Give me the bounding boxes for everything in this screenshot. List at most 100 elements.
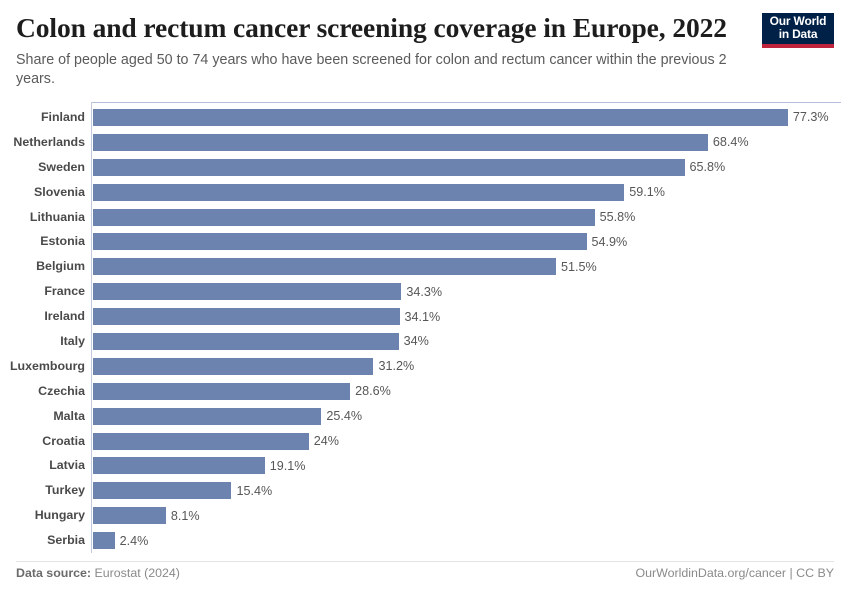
bar-category-label: Ireland (44, 309, 85, 324)
owid-logo-line-1: Our World (769, 14, 827, 28)
bar-container: 34% (93, 329, 429, 354)
bar-value-label: 65.8% (689, 160, 726, 175)
bar[interactable] (93, 507, 166, 525)
bar-category-label: Slovenia (34, 184, 85, 199)
bar-value-label: 51.5% (560, 259, 597, 274)
page-title: Colon and rectum cancer screening covera… (16, 12, 727, 43)
bar-rows: Finland 77.3% Netherlands 68.4% Sweden 65.8% S… (0, 105, 850, 553)
bar-category-label: Hungary (34, 508, 85, 523)
bar[interactable] (93, 382, 351, 400)
bar-value-label: 34% (403, 334, 429, 349)
bar-category-label: Luxembourg (9, 358, 85, 373)
bar-value-label: 68.4% (712, 135, 749, 150)
bar[interactable] (93, 183, 625, 201)
bar-container: 68.4% (93, 130, 749, 155)
bar-row[interactable]: Czechia 28.6% (0, 379, 850, 404)
bar-value-label: 25.4% (326, 409, 363, 424)
bar-value-label: 8.1% (170, 508, 200, 523)
bar-category-label: Latvia (49, 458, 85, 473)
chart-subtitle: Share of people aged 50 to 74 years who … (16, 52, 727, 87)
bar[interactable] (93, 108, 788, 126)
owid-logo-line-2: in Data (778, 27, 818, 41)
bar-row[interactable]: France 34.3% (0, 279, 850, 304)
bar-container: 34.3% (93, 279, 442, 304)
bar[interactable] (93, 308, 400, 326)
bar-category-label: Italy (60, 334, 85, 349)
bar[interactable] (93, 158, 685, 176)
bar-container: 34.1% (93, 304, 440, 329)
bar[interactable] (93, 357, 374, 375)
bar-value-label: 28.6% (355, 384, 391, 399)
bar[interactable] (93, 133, 708, 151)
bar-value-label: 19.1% (269, 458, 306, 473)
bar-value-label: 54.9% (591, 234, 628, 249)
data-source: Data source: Eurostat (2024) (16, 566, 180, 580)
data-source-prefix: Data source: (16, 566, 92, 580)
bar-row[interactable]: Turkey 15.4% (0, 478, 850, 503)
bar-container: 24% (93, 429, 339, 454)
bar-category-label: Lithuania (29, 209, 85, 224)
bar-container: 28.6% (93, 379, 391, 404)
bar-row[interactable]: Italy 34% (0, 329, 850, 354)
bar-value-label: 34.3% (406, 284, 443, 299)
attribution-link[interactable]: OurWorldinData.org/cancer | CC BY (635, 566, 834, 580)
bar[interactable] (93, 482, 232, 500)
bar-row[interactable]: Estonia 54.9% (0, 229, 850, 254)
bar-row[interactable]: Latvia 19.1% (0, 453, 850, 478)
bar-row[interactable]: Ireland 34.1% (0, 304, 850, 329)
bar-container: 65.8% (93, 155, 725, 180)
bar-value-label: 55.8% (599, 210, 636, 224)
bar-row[interactable]: Finland 77.3% (0, 105, 850, 130)
bar-container: 51.5% (93, 254, 597, 279)
bar-value-label: 59.1% (629, 185, 666, 200)
bar-container: 54.9% (93, 229, 627, 254)
bar-value-label: 2.4% (119, 533, 149, 548)
chart-footer: Data source: Eurostat (2024) OurWorldinD… (0, 566, 850, 580)
bar-value-label: 31.2% (378, 359, 415, 374)
bar-category-label: Czechia (38, 383, 85, 398)
bar-value-label: 15.4% (236, 483, 273, 498)
bar-row[interactable]: Malta 25.4% (0, 404, 850, 429)
bar-container: 25.4% (93, 404, 362, 429)
bar-row[interactable]: Belgium 51.5% (0, 254, 850, 279)
data-source-value: Eurostat (2024) (91, 566, 180, 580)
bar-row[interactable]: Serbia 2.4% (0, 528, 850, 553)
bar-value-label: 77.3% (792, 110, 829, 125)
bar-row[interactable]: Croatia 24% (0, 429, 850, 454)
bar-category-label: Belgium (36, 259, 85, 274)
bar-row[interactable]: Sweden 65.8% (0, 155, 850, 180)
bar-row[interactable]: Luxembourg 31.2% (0, 354, 850, 379)
chart-zero-axis (91, 102, 92, 553)
bar-container: 19.1% (93, 453, 305, 478)
bar[interactable] (93, 233, 587, 251)
bar-category-label: Malta (53, 408, 85, 423)
bar-row[interactable]: Lithuania 55.8% (0, 205, 850, 230)
bar-container: 15.4% (93, 478, 272, 503)
chart-header: Colon and rectum cancer screening covera… (0, 0, 850, 89)
bar-container: 2.4% (93, 528, 148, 553)
bar-row[interactable]: Slovenia 59.1% (0, 180, 850, 205)
bar-category-label: Netherlands (13, 134, 85, 149)
bar-value-label: 34.1% (404, 309, 441, 324)
bar-category-label: Croatia (42, 433, 85, 448)
bar-row[interactable]: Netherlands 68.4% (0, 130, 850, 155)
bar[interactable] (93, 457, 265, 475)
bar[interactable] (93, 432, 309, 450)
bar-category-label: France (44, 284, 85, 299)
bar[interactable] (93, 208, 595, 226)
bar-category-label: Estonia (40, 234, 85, 249)
bar-container: 8.1% (93, 503, 200, 528)
bar[interactable] (93, 407, 322, 425)
bar[interactable] (93, 258, 556, 276)
bar-row[interactable]: Hungary 8.1% (0, 503, 850, 528)
bar[interactable] (93, 283, 402, 301)
bar-container: 77.3% (93, 105, 829, 130)
bar-container: 55.8% (93, 205, 635, 230)
bar-value-label: 24% (313, 434, 339, 449)
bar[interactable] (93, 532, 115, 550)
footer-divider (16, 561, 834, 562)
bar[interactable] (93, 332, 399, 350)
owid-logo[interactable]: Our World in Data (762, 13, 834, 48)
bar-category-label: Sweden (38, 159, 85, 174)
